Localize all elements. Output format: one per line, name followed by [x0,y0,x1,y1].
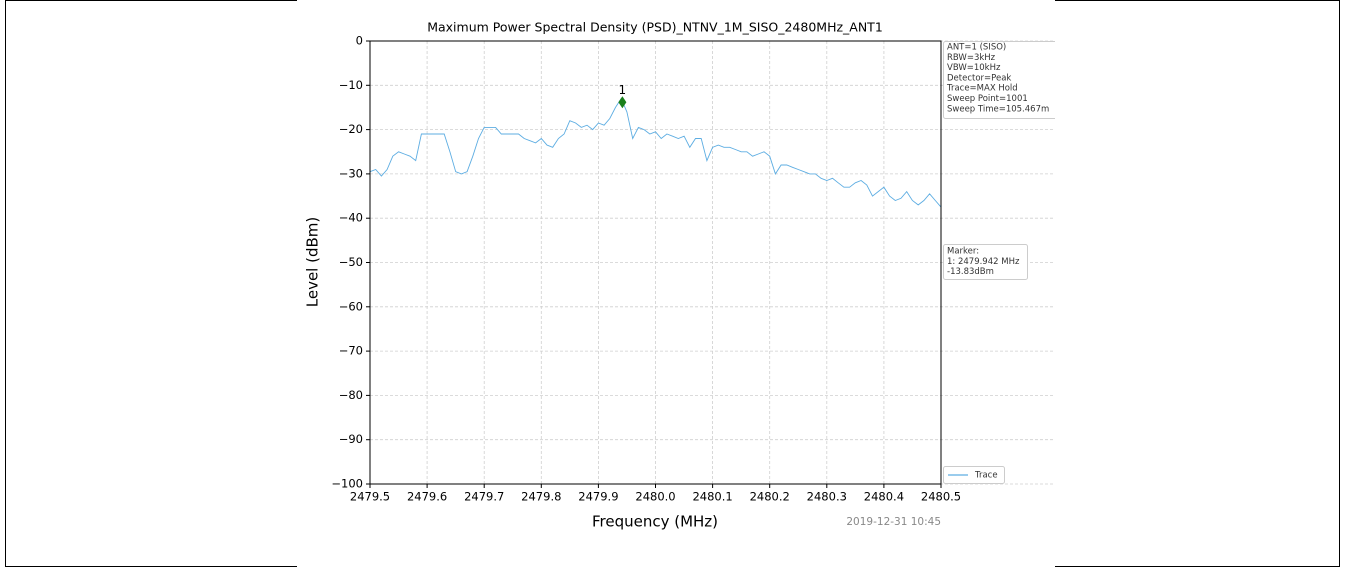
marker-label: 1 [619,83,627,97]
x-tick-label: 2479.6 [407,490,447,504]
trace-line [369,97,942,208]
y-tick-label: 0 [356,34,363,48]
settings-text: ANT=1 (SISO) [947,43,1006,53]
x-tick-label: 2479.8 [521,490,561,504]
y-tick-label: −20 [339,122,363,136]
settings-text: Sweep Time=105.467m [947,104,1049,114]
x-tick-label: 2480.1 [692,490,732,504]
settings-text: Detector=Peak [947,73,1011,83]
marker-box [943,244,1028,280]
y-tick-label: −10 [339,78,363,92]
y-tick-label: −30 [339,166,363,180]
settings-text: VBW=10kHz [947,63,1001,73]
y-axis-label: Level (dBm) [304,217,322,308]
y-tick-label: −60 [339,299,363,313]
settings-text: RBW=3kHz [947,53,996,63]
x-tick-label: 2480.2 [750,490,790,504]
x-tick-label: 2480.4 [864,490,904,504]
settings-text: Trace=MAX Hold [946,84,1018,94]
y-tick-label: −90 [339,432,363,446]
x-tick-label: 2480.3 [807,490,847,504]
x-axis-label: Frequency (MHz) [592,513,718,531]
marker-point [618,96,627,109]
x-tick-label: 2479.7 [464,490,504,504]
marker-text: Marker: [947,247,979,257]
y-tick-label: −70 [339,344,363,358]
plot-frame [369,40,942,485]
settings-box [943,41,1055,119]
x-tick-label: 2480.0 [635,490,675,504]
y-tick-label: −100 [331,477,363,491]
chart-title: Maximum Power Spectral Density (PSD)_NTN… [427,20,883,35]
x-tick-label: 2479.5 [350,490,390,504]
x-tick-label: 2479.9 [578,490,618,504]
legend-label: Trace [974,471,998,481]
marker-text: -13.83dBm [947,267,994,277]
y-tick-label: −50 [339,255,363,269]
settings-text: Sweep Point=1001 [947,94,1028,104]
figure-content: Maximum Power Spectral Density (PSD)_NTN… [304,20,1055,531]
y-tick-label: −40 [339,211,363,225]
legend-box [943,466,1005,484]
timestamp: 2019-12-31 10:45 [846,516,941,528]
x-tick-label: 2480.5 [921,490,961,504]
y-tick-label: −80 [339,388,363,402]
figure [297,0,1055,567]
marker-text: 1: 2479.942 MHz [947,257,1020,267]
